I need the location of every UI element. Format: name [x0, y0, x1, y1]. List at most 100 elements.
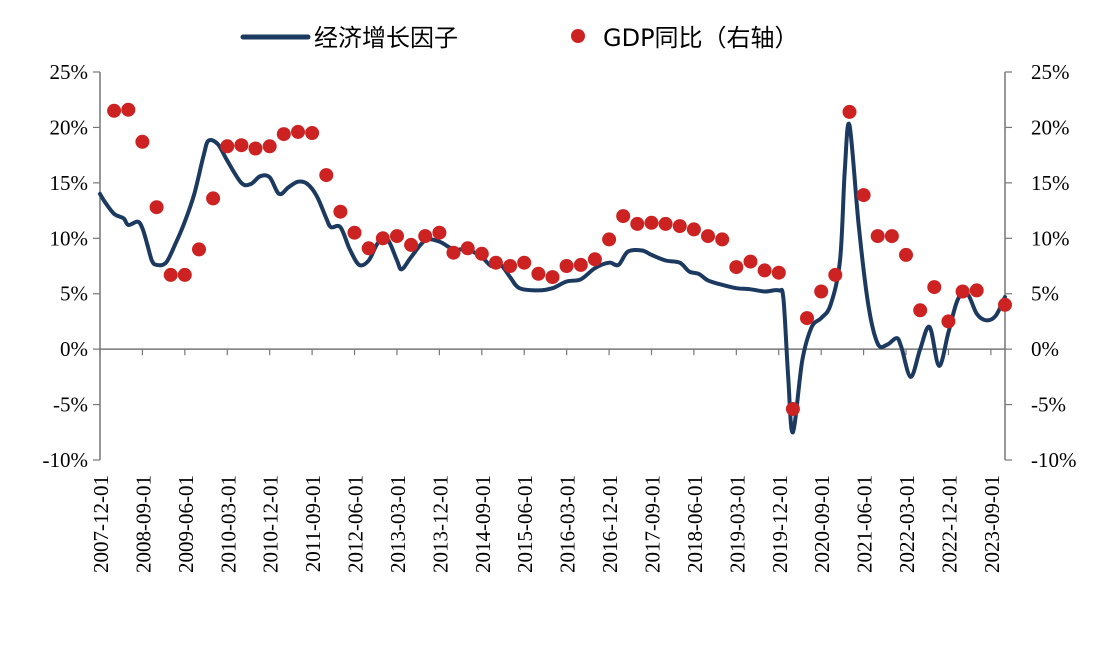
gdp-yoy-point: [644, 215, 659, 230]
x-tick-label: 2022-12-01: [937, 475, 961, 573]
left-y-tick-label: 15%: [50, 171, 89, 195]
x-tick-label: 2022-03-01: [895, 475, 919, 573]
gdp-yoy-point: [460, 241, 475, 256]
gdp-yoy-point: [743, 254, 758, 269]
x-tick-label: 2011-09-01: [301, 475, 325, 572]
right-y-tick-label: 20%: [1031, 115, 1070, 139]
gdp-yoy-point: [121, 102, 136, 117]
left-y-tick-label: -5%: [53, 393, 88, 417]
scatter-series-layer: [107, 102, 1012, 416]
gdp-yoy-point: [319, 168, 334, 183]
gdp-yoy-point: [884, 229, 899, 244]
gdp-yoy-point: [856, 188, 871, 203]
left-y-tick-label: 5%: [60, 282, 88, 306]
gdp-yoy-point: [672, 219, 687, 234]
gdp-yoy-point: [899, 247, 913, 262]
gdp-yoy-point: [474, 246, 489, 261]
gdp-yoy-point: [545, 270, 560, 285]
gdp-yoy-point: [234, 138, 249, 153]
gdp-yoy-point: [404, 237, 419, 252]
gdp-yoy-point: [248, 141, 263, 156]
line-series-layer: [98, 121, 1007, 435]
left-y-tick-label: 0%: [60, 337, 88, 361]
legend-line-label: 经济增长因子: [314, 24, 458, 52]
gdp-yoy-point: [347, 225, 362, 240]
x-tick-label: 2008-09-01: [131, 475, 155, 573]
x-tick-label: 2021-06-01: [853, 475, 877, 573]
gdp-yoy-point: [432, 225, 447, 240]
gdp-yoy-point: [333, 204, 348, 219]
gdp-yoy-point: [503, 259, 518, 273]
gdp-yoy-point: [192, 242, 206, 257]
axes-layer: 25% 20% 15% 10% 5% 0% -5% -10% 25% 20% 15% 10% 5% 0% -…: [43, 60, 1077, 573]
gdp-yoy-point: [616, 209, 631, 224]
x-tick-label: 2016-03-01: [556, 475, 580, 573]
gdp-yoy-point: [814, 284, 829, 299]
x-tick-label: 2015-06-01: [513, 475, 537, 573]
gdp-yoy-point: [135, 134, 150, 149]
gdp-yoy-point: [220, 139, 235, 154]
gdp-yoy-point: [262, 139, 277, 154]
gdp-yoy-point: [177, 267, 192, 282]
legend-scatter-label: GDP同比（右轴）: [603, 24, 799, 52]
x-tick-label: 2010-12-01: [259, 475, 283, 573]
gdp-yoy-point: [206, 191, 221, 206]
gdp-yoy-point: [998, 297, 1012, 312]
gdp-yoy-point: [757, 263, 772, 278]
legend: 经济增长因子 GDP同比（右轴）: [240, 24, 799, 52]
x-tick-label: 2019-03-01: [725, 475, 749, 573]
x-tick-label: 2013-12-01: [428, 475, 452, 573]
x-tick-label: 2018-06-01: [683, 475, 707, 573]
gdp-yoy-point: [305, 126, 320, 140]
gdp-yoy-point: [107, 103, 122, 118]
gdp-yoy-point: [701, 229, 715, 244]
right-y-tick-label: 10%: [1031, 226, 1070, 250]
left-y-tick-label: 20%: [50, 115, 89, 139]
legend-scatter-swatch: [571, 29, 585, 43]
x-tick-label: 2010-03-01: [216, 475, 240, 573]
right-y-tick-label: 15%: [1031, 171, 1070, 195]
x-tick-label: 2019-12-01: [768, 475, 792, 573]
gdp-yoy-point: [955, 284, 970, 299]
right-y-tick-label: -10%: [1031, 448, 1077, 472]
right-y-tick-label: 0%: [1031, 337, 1059, 361]
left-y-tick-label: 25%: [50, 60, 89, 84]
right-y-tick-label: 5%: [1031, 282, 1059, 306]
gdp-yoy-point: [785, 402, 800, 416]
right-y-tick-label: 25%: [1031, 60, 1070, 84]
left-y-tick-label: -10%: [43, 448, 89, 472]
gdp-yoy-point: [559, 259, 574, 273]
gdp-yoy-point: [658, 216, 673, 231]
gdp-yoy-point: [715, 232, 730, 247]
gdp-yoy-point: [870, 229, 885, 244]
gdp-yoy-point: [800, 311, 814, 326]
gdp-yoy-point: [531, 266, 546, 281]
gdp-yoy-point: [418, 229, 433, 244]
gdp-yoy-point: [361, 241, 376, 256]
gdp-yoy-point: [729, 260, 744, 275]
gdp-yoy-point: [927, 280, 942, 295]
gdp-yoy-point: [630, 216, 645, 231]
gdp-yoy-point: [276, 127, 291, 142]
gdp-yoy-point: [913, 303, 928, 318]
gdp-yoy-point: [390, 229, 404, 244]
x-tick-label: 2013-03-01: [386, 475, 410, 573]
x-tick-label: 2023-09-01: [980, 475, 1004, 573]
growth-factor-line: [98, 121, 1007, 435]
gdp-yoy-point: [375, 231, 390, 246]
x-tick-label: 2017-09-01: [640, 475, 664, 573]
gdp-yoy-point: [941, 314, 956, 329]
gdp-yoy-point: [517, 255, 532, 270]
gdp-yoy-point: [291, 124, 305, 139]
gdp-yoy-point: [573, 257, 588, 272]
gdp-yoy-point: [446, 245, 461, 260]
gdp-yoy-point: [488, 255, 503, 270]
x-tick-label: 2016-12-01: [598, 475, 622, 573]
x-tick-label: 2014-09-01: [471, 475, 495, 573]
gdp-yoy-point: [686, 222, 701, 237]
gdp-yoy-point: [969, 283, 984, 298]
x-tick-label: 2009-06-01: [174, 475, 198, 573]
